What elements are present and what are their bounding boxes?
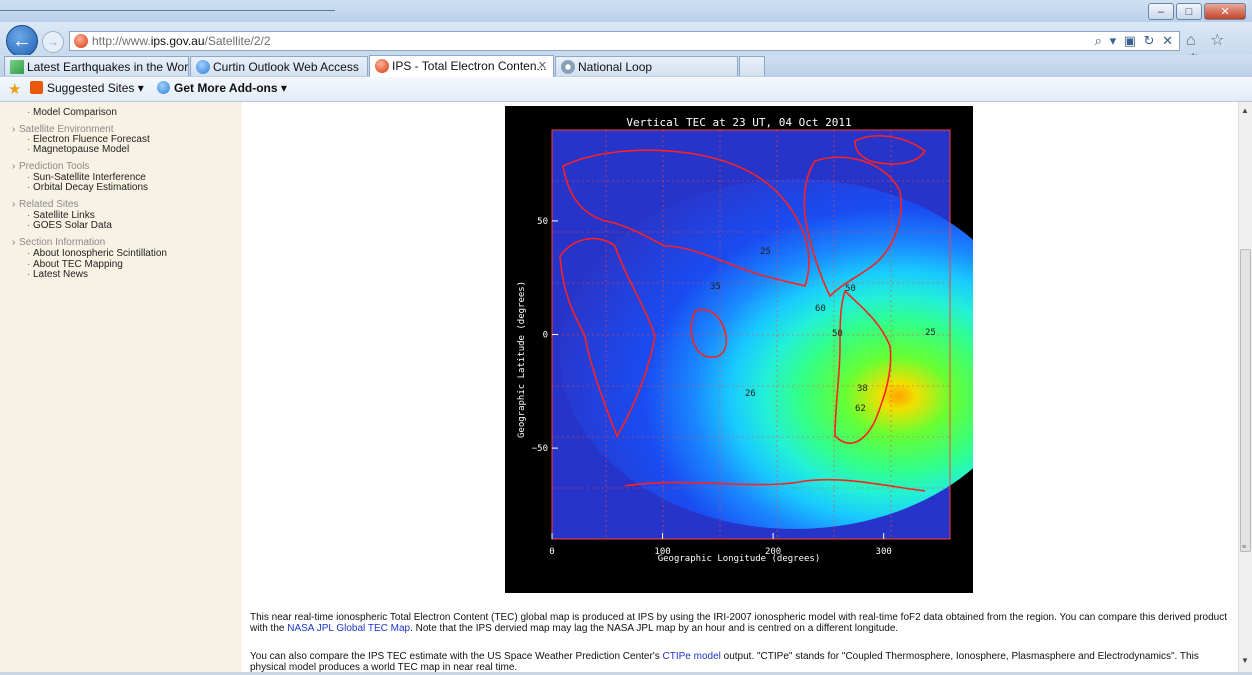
minimize-button[interactable]: – xyxy=(1148,3,1174,20)
sidebar-link[interactable]: GOES Solar Data xyxy=(27,220,112,231)
tab-outlook[interactable]: Curtin Outlook Web Access xyxy=(190,56,368,76)
y-tick-label: 50 xyxy=(537,217,548,227)
tab-national-loop[interactable]: National Loop xyxy=(555,56,738,76)
p2-text-b: output. "CTIPe" stands for "Coupled Ther… xyxy=(250,651,1199,673)
sidebar-link[interactable]: Model Comparison xyxy=(27,107,117,118)
favorites-star-icon[interactable]: ★ xyxy=(8,81,22,98)
tec-map: Vertical TEC at 23 UT, 04 Oct 2011 xyxy=(505,106,973,593)
sidebar xyxy=(0,102,242,675)
x-axis-label: Geographic Longitude (degrees) xyxy=(657,554,821,564)
scroll-down-icon[interactable]: ▼ xyxy=(1241,656,1249,665)
contour-label: 26 xyxy=(745,389,756,399)
suggested-sites-label: Suggested Sites ▾ xyxy=(47,81,144,95)
contour-label: 60 xyxy=(815,304,826,314)
address-actions-icon[interactable]: ⌕ ▾ ▣ ↻ ✕ xyxy=(1094,33,1175,48)
x-tick-label: 100 xyxy=(654,547,670,557)
description-paragraph-1: This near real-time ionospheric Total El… xyxy=(250,612,1232,634)
suggested-sites-icon xyxy=(30,81,43,94)
new-tab-button[interactable] xyxy=(739,56,765,76)
coastlines xyxy=(559,135,927,492)
addons-ie-icon xyxy=(157,81,170,94)
sidebar-link[interactable]: About TEC Mapping xyxy=(27,259,123,270)
tab-earthquakes[interactable]: Latest Earthquakes in the Worl... xyxy=(4,56,189,76)
contour-label: 35 xyxy=(710,282,721,292)
sidebar-section-heading: Prediction Tools xyxy=(12,161,89,172)
window-titlebar: – □ ✕ xyxy=(0,0,1252,22)
contour-label: 50 xyxy=(832,329,843,339)
nasa-jpl-link[interactable]: NASA JPL Global TEC Map xyxy=(287,623,411,634)
p1-text-b: . Note that the IPS dervied map may lag … xyxy=(410,623,899,634)
contour-label: 62 xyxy=(855,404,866,414)
y-tick-label: −50 xyxy=(532,444,548,454)
sidebar-section-heading: Section Information xyxy=(12,237,105,248)
url-path: /Satellite/2/2 xyxy=(204,34,271,48)
sidebar-link[interactable]: Satellite Links xyxy=(27,210,95,221)
ips-favicon-icon xyxy=(375,59,389,73)
loading-icon xyxy=(561,60,575,74)
url-text[interactable]: http://www.ips.gov.au/Satellite/2/2 xyxy=(92,34,271,48)
tab-ips-tec[interactable]: IPS - Total Electron Conten... ✕ xyxy=(369,55,554,77)
scroll-grip-icon: ≡ xyxy=(1242,544,1247,551)
sidebar-link[interactable]: Sun-Satellite Interference xyxy=(27,172,146,183)
url-domain: ips.gov.au xyxy=(150,34,205,48)
tec-contours xyxy=(560,179,973,529)
url-prefix: http://www. xyxy=(92,34,151,48)
maximize-button[interactable]: □ xyxy=(1176,3,1202,20)
site-favicon-icon xyxy=(74,34,88,48)
ctipe-model-link[interactable]: CTIPe model xyxy=(662,651,721,662)
get-addons-button[interactable]: Get More Add-ons ▾ xyxy=(157,81,287,95)
contour-label: 38 xyxy=(857,384,868,394)
sidebar-link[interactable]: Latest News xyxy=(27,269,88,280)
vertical-scrollbar[interactable]: ▲ ≡ ▼ xyxy=(1238,102,1252,675)
axis-ticks: 0 100 200 300 50 0 −50 xyxy=(532,217,892,557)
tab-label: IPS - Total Electron Conten... xyxy=(392,59,547,73)
address-bar[interactable]: http://www.ips.gov.au/Satellite/2/2 ⌕ ▾ … xyxy=(69,31,1180,51)
tec-map-plot: 0 100 200 300 50 0 −50 25 35 50 60 38 26 50 25 62 xyxy=(532,129,973,557)
x-tick-label: 0 xyxy=(549,547,554,557)
title-strip xyxy=(0,0,335,11)
tab-label: Curtin Outlook Web Access xyxy=(213,60,359,74)
earthquake-icon xyxy=(10,60,24,74)
y-tick-label: 0 xyxy=(543,331,548,341)
p2-text-a: You can also compare the IPS TEC estimat… xyxy=(250,651,663,662)
tab-label: Latest Earthquakes in the Worl... xyxy=(27,60,189,74)
status-strip xyxy=(0,672,1252,675)
contour-label: 25 xyxy=(760,247,771,257)
suggested-sites-button[interactable]: Suggested Sites ▾ xyxy=(30,81,144,95)
window-controls: – □ ✕ xyxy=(1146,3,1246,20)
ie-icon xyxy=(196,60,210,74)
contour-label: 50 xyxy=(845,284,856,294)
get-addons-label: Get More Add-ons ▾ xyxy=(174,81,287,95)
description-paragraph-2: You can also compare the IPS TEC estimat… xyxy=(250,651,1232,673)
sidebar-section-heading: Related Sites xyxy=(12,199,79,210)
sidebar-link[interactable]: About Ionospheric Scintillation xyxy=(27,248,167,259)
contour-label: 25 xyxy=(925,328,936,338)
sidebar-link[interactable]: Electron Fluence Forecast xyxy=(27,134,150,145)
scroll-thumb[interactable]: ≡ xyxy=(1240,249,1251,552)
forward-button[interactable]: → xyxy=(42,31,64,53)
y-axis-label: Geographic Latitude (degrees) xyxy=(517,280,527,438)
back-button[interactable]: ← xyxy=(6,25,38,57)
x-tick-label: 300 xyxy=(876,547,892,557)
graticule xyxy=(552,130,950,539)
sidebar-link[interactable]: Magnetopause Model xyxy=(27,144,129,155)
close-tab-icon[interactable]: ✕ xyxy=(537,60,547,72)
sidebar-link[interactable]: Orbital Decay Estimations xyxy=(27,182,148,193)
favorites-bar xyxy=(0,77,1252,102)
close-window-button[interactable]: ✕ xyxy=(1204,3,1246,20)
tab-label: National Loop xyxy=(578,60,653,74)
x-tick-label: 200 xyxy=(765,547,781,557)
sidebar-section-heading: Satellite Environment xyxy=(12,124,113,135)
scroll-up-icon[interactable]: ▲ xyxy=(1241,106,1249,115)
map-title: Vertical TEC at 23 UT, 04 Oct 2011 xyxy=(626,116,852,129)
p1-text-a: This near real-time ionospheric Total El… xyxy=(250,612,1228,634)
